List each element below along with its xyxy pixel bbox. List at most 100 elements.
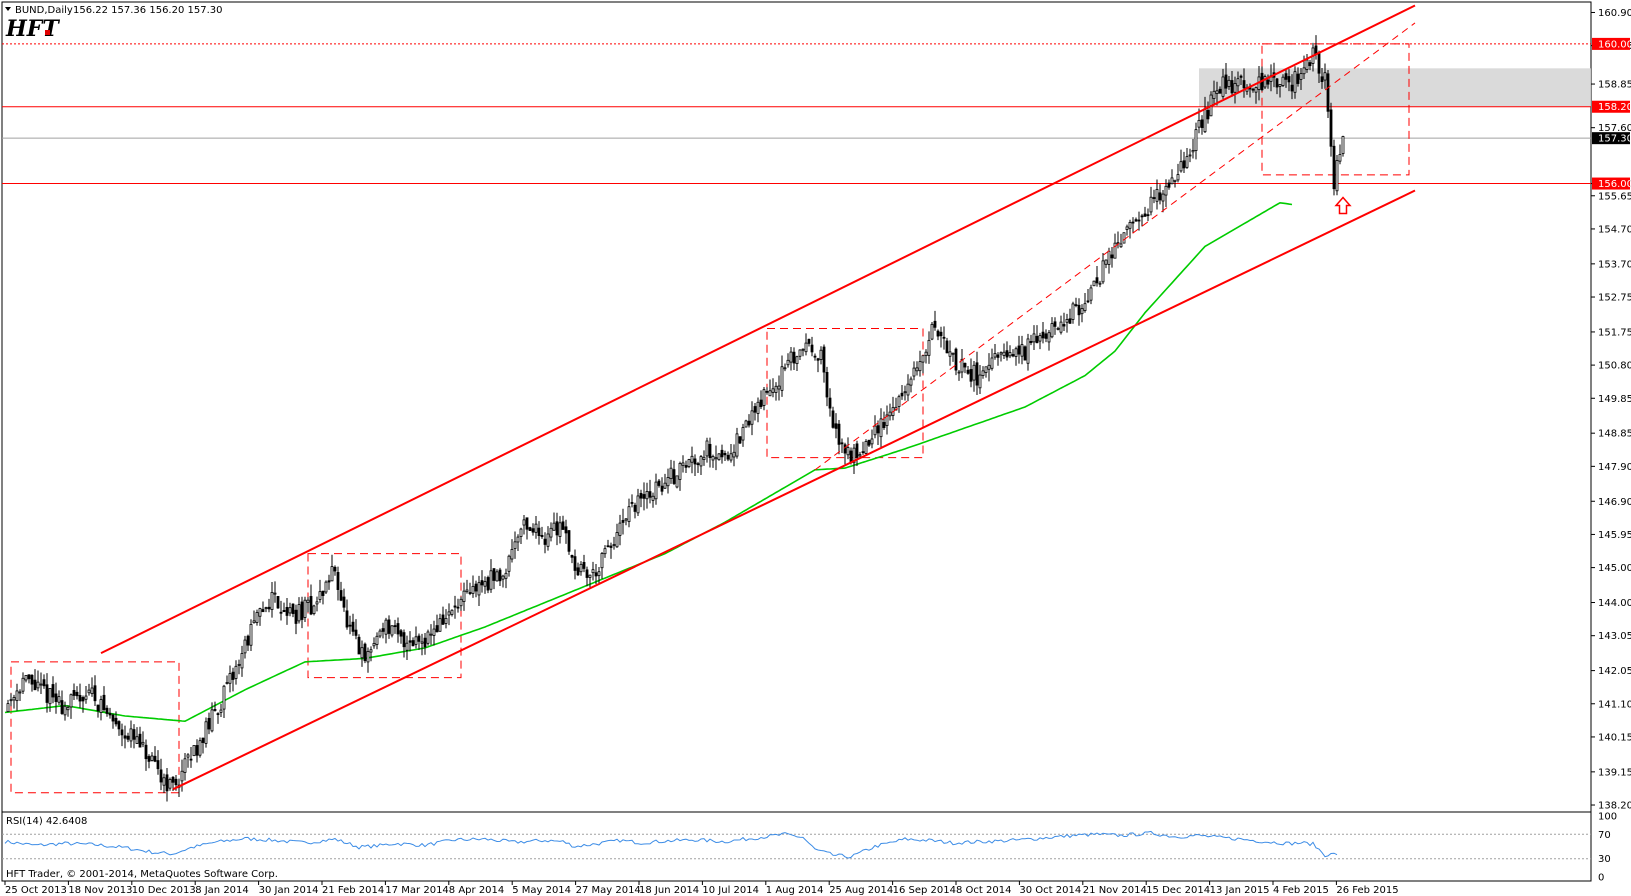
candle: [156, 750, 160, 775]
candle-body: [936, 330, 940, 337]
candle-body: [363, 643, 367, 662]
candle-body: [318, 591, 322, 600]
candle-body: [438, 618, 442, 632]
candle-body: [648, 491, 652, 498]
candle-body: [621, 519, 625, 523]
candle: [18, 689, 22, 701]
candle-body: [714, 457, 718, 460]
candle: [252, 610, 256, 624]
candle: [90, 677, 94, 697]
candle-body: [42, 679, 46, 687]
candle-body: [1176, 174, 1180, 181]
candle-body: [66, 706, 70, 711]
candle-body: [1227, 79, 1231, 87]
candle: [618, 514, 622, 546]
candle: [588, 574, 592, 588]
candle: [435, 614, 439, 633]
candle: [543, 532, 547, 554]
candle-body: [462, 590, 466, 602]
time-tick-label: 16 Sep 2014: [893, 885, 956, 896]
candle: [789, 346, 793, 371]
candle: [1212, 80, 1216, 106]
candle: [1128, 219, 1132, 239]
candle: [381, 622, 385, 639]
candle: [1320, 67, 1324, 89]
candle-body: [993, 353, 997, 358]
candle-body: [1086, 300, 1090, 303]
candle-body: [765, 390, 769, 393]
time-scale[interactable]: 25 Oct 2013 18 Nov 2013 10 Dec 2013 8 Jan 2…: [4, 881, 1399, 896]
candle: [1062, 312, 1066, 331]
candle-body: [831, 410, 835, 428]
candle: [918, 350, 922, 377]
candle: [1290, 74, 1294, 100]
candle-body: [972, 364, 976, 381]
candle-body: [918, 361, 922, 372]
time-tick-label: 30 Jan 2014: [259, 885, 319, 896]
candle-body: [1020, 344, 1024, 357]
candle: [6, 699, 10, 713]
candle-body: [324, 581, 328, 593]
candle: [1170, 169, 1174, 185]
candle-body: [951, 352, 955, 355]
channel-lines-layer[interactable]: [100, 4, 1416, 791]
candle: [897, 394, 901, 413]
candle-body: [1074, 304, 1078, 307]
candle-body: [657, 480, 661, 486]
candle: [699, 455, 703, 476]
channel-upper-line[interactable]: [100, 4, 1416, 655]
candle-body: [915, 367, 919, 372]
candle: [546, 526, 550, 551]
candle: [348, 615, 352, 635]
menu-triangle-icon[interactable]: [5, 7, 11, 11]
candle-body: [57, 696, 61, 703]
candle-body: [1023, 346, 1027, 361]
channel-mid-dashed-line[interactable]: [814, 22, 1416, 471]
candle: [645, 482, 649, 509]
candle: [1239, 74, 1243, 85]
candle-body: [48, 688, 52, 705]
candle: [1122, 232, 1126, 244]
candle: [399, 628, 403, 644]
candle-body: [393, 625, 397, 628]
candle: [582, 554, 586, 573]
candle: [651, 492, 655, 508]
candle: [276, 596, 280, 609]
candle: [12, 694, 16, 709]
candle: [915, 361, 919, 376]
candle: [366, 647, 370, 673]
candle-body: [1092, 280, 1096, 287]
candle: [945, 337, 949, 354]
candle: [291, 603, 295, 618]
candle: [603, 545, 607, 558]
candle: [957, 370, 961, 381]
candle-body: [603, 548, 607, 555]
candle: [228, 665, 232, 693]
candle: [684, 460, 688, 473]
candle-body: [543, 538, 547, 545]
candle-body: [114, 717, 118, 725]
channel-lower-line[interactable]: [172, 189, 1416, 791]
candle: [870, 429, 874, 449]
candle: [315, 596, 319, 612]
candle: [729, 443, 733, 463]
candle: [195, 739, 199, 763]
candle: [1041, 321, 1045, 344]
candle: [570, 554, 574, 564]
candle-body: [459, 598, 463, 607]
candle-body: [387, 619, 391, 634]
candle-body: [1224, 74, 1228, 89]
candle-body: [1095, 277, 1099, 284]
candle-body: [1215, 90, 1219, 94]
candle-body: [246, 635, 250, 646]
candle-body: [1296, 73, 1300, 84]
candle-body: [174, 778, 178, 786]
candle: [768, 379, 772, 397]
candle: [834, 413, 838, 439]
rsi-indicator-layer: 100 70 30 0: [2, 812, 1617, 884]
candle-body: [738, 436, 742, 444]
price-tick-label: 144.00: [1598, 598, 1631, 609]
candle-body: [144, 744, 148, 760]
price-scale[interactable]: 160.90159.95158.85157.60156.00155.65154.…: [1591, 8, 1631, 812]
